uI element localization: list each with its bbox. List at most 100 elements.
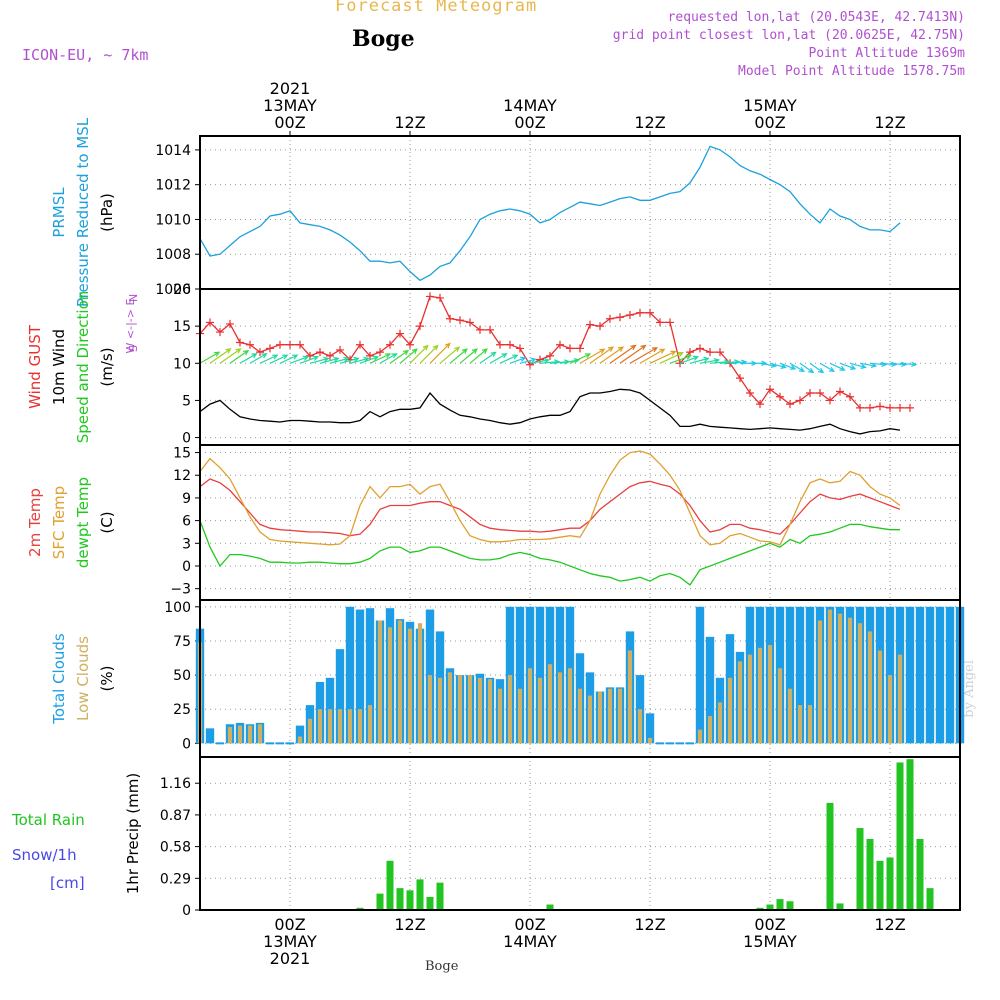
bottom-time-label: 12Z xyxy=(874,915,905,934)
y-tick-label: 1006 xyxy=(155,282,191,298)
rain-bar xyxy=(856,828,864,910)
gust-marker xyxy=(246,340,254,349)
rain-bar xyxy=(546,904,554,910)
gust-marker xyxy=(316,348,324,357)
gust-marker xyxy=(236,338,244,347)
low-cloud-bar xyxy=(887,675,893,744)
wind-arrow xyxy=(469,348,488,364)
low-cloud-bar xyxy=(417,623,423,744)
gust-marker xyxy=(736,374,744,383)
total-cloud-bar xyxy=(705,636,715,744)
total-cloud-bar xyxy=(695,606,705,744)
y-tick-label: 6 xyxy=(182,514,191,530)
y-tick-label: 20 xyxy=(173,282,191,298)
bottom-time-label: 15MAY xyxy=(743,932,797,951)
rain-bar xyxy=(916,838,924,910)
y-tick-label: 50 xyxy=(173,668,191,684)
gust-marker xyxy=(546,351,554,360)
gust-marker xyxy=(446,314,454,323)
panel-frame xyxy=(199,135,961,290)
low-cloud-bar xyxy=(857,623,863,744)
panel-pressure: 1006 1008 1010 1012 1014 PRMSL Pressure Reduce… xyxy=(50,117,961,307)
low-cloud-bar xyxy=(787,688,793,744)
model-altitude: Model Point Altitude 1578.75m xyxy=(738,64,965,79)
y-tick-label: 0.58 xyxy=(160,840,191,856)
legend-label: Snow/1h xyxy=(12,846,77,864)
low-cloud-bar xyxy=(527,668,533,744)
gust-marker xyxy=(606,314,614,323)
gust-marker xyxy=(396,329,404,338)
gust-marker xyxy=(356,340,364,349)
wind-arrow xyxy=(209,348,232,364)
low-cloud-bar xyxy=(577,688,583,744)
rain-bar xyxy=(756,907,764,910)
top-time-label: 00Z xyxy=(274,113,305,132)
wind-arrow xyxy=(449,348,468,364)
low-cloud-bar xyxy=(717,702,723,744)
low-cloud-bar xyxy=(597,691,603,744)
bottom-time-label: 00Z xyxy=(274,915,305,934)
y-tick-label: 100 xyxy=(164,600,191,616)
wind-arrow xyxy=(219,348,242,364)
gust-marker xyxy=(256,348,264,357)
gust-marker xyxy=(266,344,274,353)
wind-arrow xyxy=(249,353,268,364)
gust-marker xyxy=(506,340,514,349)
wind-arrow xyxy=(439,346,461,364)
gust-marker xyxy=(216,328,224,337)
gust-marker xyxy=(856,403,864,412)
low-cloud-bar xyxy=(387,627,393,744)
low-cloud-bar xyxy=(607,688,613,744)
rain-bar xyxy=(386,860,394,910)
gust-marker xyxy=(466,318,474,327)
gust-marker xyxy=(566,344,574,353)
y-axis-label: Low Clouds xyxy=(74,636,92,721)
gust-marker xyxy=(786,400,794,409)
top-time-label: 14MAY xyxy=(503,96,557,115)
total-cloud-bar xyxy=(805,606,815,744)
compass-n: N xyxy=(127,294,140,302)
rain-bar xyxy=(926,888,934,910)
panel-wind: 0 5 10 15 20 Wind GUST 10m Wind Speed and Direc… xyxy=(26,282,961,447)
legend-label: [cm] xyxy=(50,874,85,892)
wind-arrow xyxy=(699,358,721,364)
gust-marker xyxy=(386,340,394,349)
gust-marker xyxy=(576,344,584,353)
series-line-2m-temp xyxy=(199,478,901,537)
series-line-dewpt-temp xyxy=(199,520,900,586)
y-tick-label: 12 xyxy=(173,468,191,484)
wind-arrow xyxy=(529,358,551,364)
wind-arrow xyxy=(829,362,846,371)
y-axis-label: 10m Wind xyxy=(50,329,68,405)
y-tick-label: 1012 xyxy=(155,178,191,194)
y-axis-label: (C) xyxy=(98,511,116,533)
low-cloud-bar xyxy=(877,650,883,744)
low-cloud-bar xyxy=(707,716,713,744)
low-cloud-bar xyxy=(237,725,243,744)
panel-clouds: 0 25 50 75 100 Total Clouds Low Clouds (%) xyxy=(50,599,965,758)
wind-arrow xyxy=(499,354,519,364)
low-cloud-bar xyxy=(517,688,523,744)
low-cloud-bar xyxy=(447,672,453,744)
panel-temperature: −3 0 3 6 9 12 15 2m Temp SFC Temp dewpt Temp (C) xyxy=(26,444,961,601)
y-tick-label: 5 xyxy=(182,393,191,409)
top-time-label: 00Z xyxy=(514,113,545,132)
low-cloud-bar xyxy=(827,609,833,744)
gust-marker xyxy=(556,340,564,349)
y-tick-label: 0 xyxy=(182,736,191,752)
gust-marker xyxy=(306,351,314,360)
gust-marker xyxy=(376,348,384,357)
gust-marker xyxy=(626,311,634,319)
wind-arrow xyxy=(679,355,700,364)
y-axis-label: Pressure Reduced to MSL xyxy=(74,117,92,307)
wind-arrow xyxy=(849,362,867,369)
low-cloud-bar xyxy=(797,705,803,744)
gust-marker xyxy=(686,348,694,357)
series-line-wind-gust xyxy=(199,295,910,409)
y-tick-label: −3 xyxy=(170,582,191,598)
gust-marker xyxy=(796,396,804,405)
wind-arrow xyxy=(589,346,615,364)
top-time-label: 12Z xyxy=(394,113,425,132)
total-cloud-bar xyxy=(925,606,935,744)
